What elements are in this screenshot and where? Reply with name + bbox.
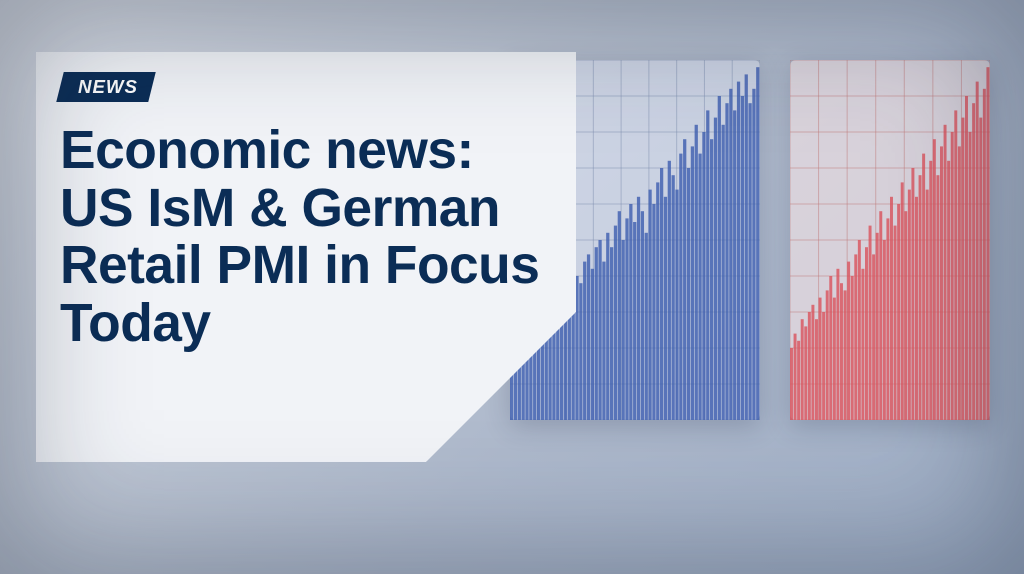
chart-panel-red xyxy=(790,60,990,420)
headline-text: Economic news: US IsM & German Retail PM… xyxy=(60,122,552,352)
headline-card: NEWS Economic news: US IsM & German Reta… xyxy=(36,52,576,462)
news-badge: NEWS xyxy=(56,72,155,102)
stage: NEWS Economic news: US IsM & German Reta… xyxy=(0,0,1024,574)
news-badge-label: NEWS xyxy=(78,76,138,98)
chart-red-svg xyxy=(790,60,990,420)
